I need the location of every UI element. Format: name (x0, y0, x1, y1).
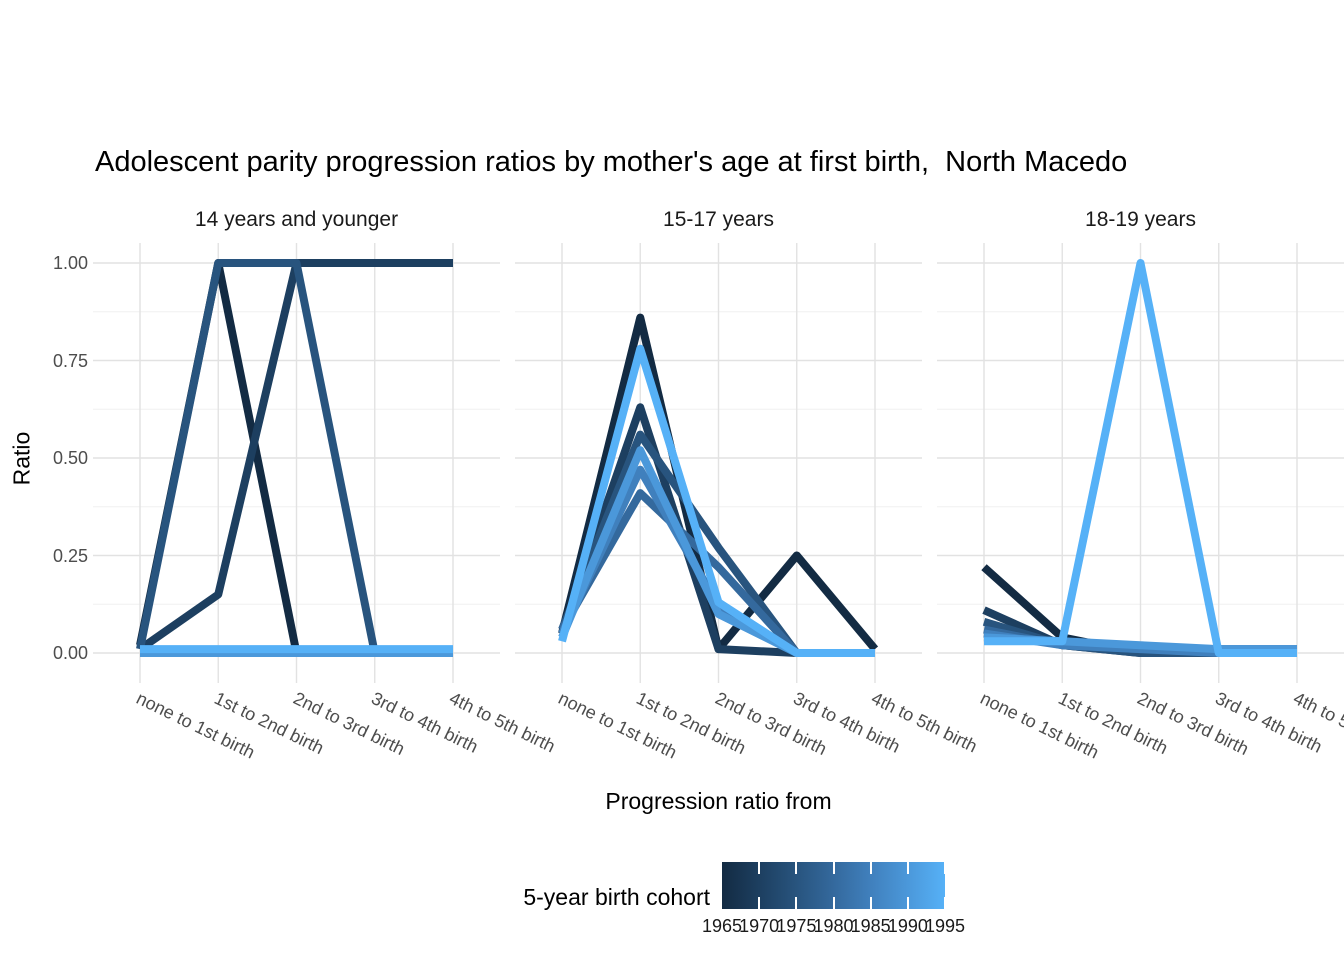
legend-tick-mark (869, 862, 872, 874)
legend-tick-mark (758, 862, 761, 874)
legend-title: 5-year birth cohort (523, 884, 710, 910)
facet-strip-label: 18-19 years (1085, 208, 1196, 231)
legend-tick-mark (869, 897, 872, 909)
legend-tick-mark (795, 862, 798, 874)
legend-tick-mark (906, 862, 909, 874)
series-line-1995 (984, 259, 1297, 657)
legend-tick-mark (944, 897, 946, 909)
y-tick-label: 0.25 (52, 545, 88, 566)
facet-panel (93, 243, 500, 683)
y-tick-label: 0.75 (52, 350, 88, 371)
plot-title: Adolescent parity progression ratios by … (95, 146, 1128, 178)
gridlines (93, 243, 500, 683)
legend-tick-mark (832, 897, 835, 909)
legend-tick-label: 1965 (701, 916, 743, 936)
legend-tick-mark (944, 862, 946, 874)
legend-tick-mark (906, 897, 909, 909)
y-tick-label: 1.00 (52, 253, 88, 273)
y-tick-label: 0.50 (52, 448, 88, 468)
series-line-1995 (558, 344, 875, 657)
legend-tick-label: 1975 (776, 916, 817, 936)
legend-tick-mark (758, 897, 761, 909)
legend-tick-label: 1985 (850, 916, 891, 936)
legend-tick-label: 1995 (924, 916, 966, 936)
legend-tick-mark (832, 862, 835, 874)
facet-panel (937, 243, 1344, 683)
legend-tick-label: 1990 (887, 916, 928, 936)
legend-tick-label: 1970 (739, 916, 780, 936)
facet-strip-label: 15-17 years (663, 208, 774, 231)
facet-panel (515, 243, 922, 683)
y-tick-label: 0.00 (52, 643, 88, 663)
legend-tick-mark (795, 897, 798, 909)
facet-strip-label: 14 years and younger (194, 208, 399, 231)
legend-tick-label: 1980 (813, 916, 854, 936)
x-axis-title: Progression ratio from (605, 788, 832, 814)
